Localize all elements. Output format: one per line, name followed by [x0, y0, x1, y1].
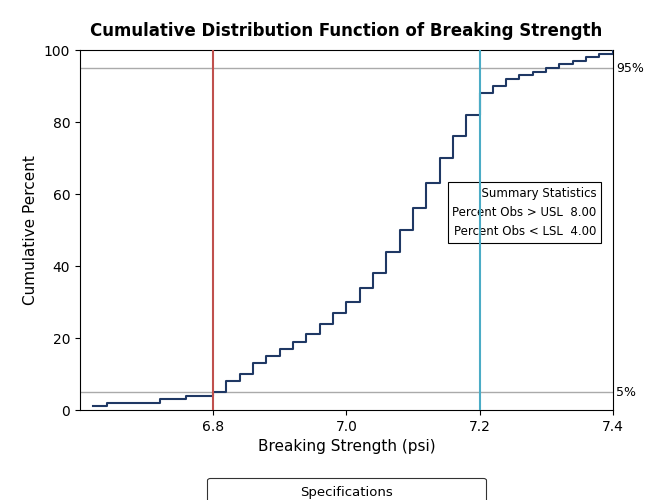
Text: Summary Statistics
Percent Obs > USL  8.00
Percent Obs < LSL  4.00: Summary Statistics Percent Obs > USL 8.0… [452, 187, 597, 238]
X-axis label: Breaking Strength (psi): Breaking Strength (psi) [258, 440, 435, 454]
Text: 5%: 5% [616, 386, 636, 398]
Text: 95%: 95% [616, 62, 644, 74]
Y-axis label: Cumulative Percent: Cumulative Percent [23, 155, 38, 305]
Legend: Lower=6.8, Upper=7.2: Lower=6.8, Upper=7.2 [207, 478, 486, 500]
Title: Cumulative Distribution Function of Breaking Strength: Cumulative Distribution Function of Brea… [90, 22, 603, 40]
